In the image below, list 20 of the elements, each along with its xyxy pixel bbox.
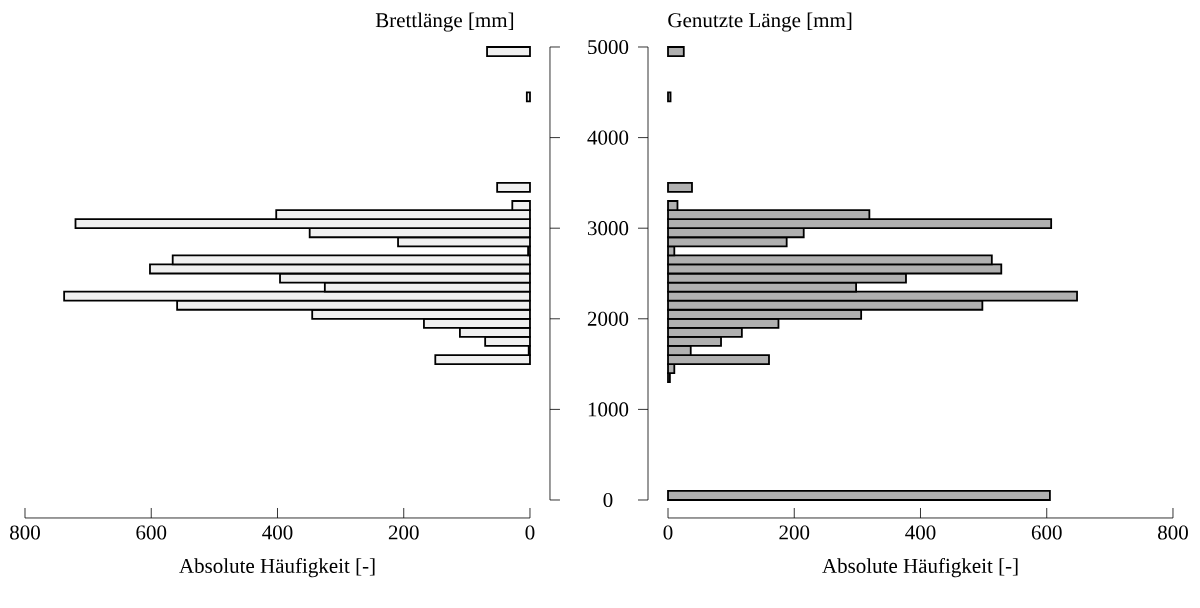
x-tick-label: 0: [663, 525, 673, 540]
x-tick-label: 400: [905, 525, 936, 540]
x-tick-label: 400: [262, 525, 293, 540]
x-tick-label: 800: [10, 525, 40, 540]
y-tick-label: 0: [603, 492, 613, 508]
y-tick-label: 5000: [588, 39, 629, 55]
x-tick-label: 0: [525, 525, 535, 540]
y-tick-label: 2000: [587, 311, 629, 326]
x-tick-label: 200: [779, 525, 810, 540]
x-tick-label: 600: [136, 525, 167, 540]
y-axis-title: Brettlänge [mm]: [375, 12, 514, 32]
y-tick-label: 4000: [587, 130, 629, 145]
x-tick-label: 200: [388, 525, 419, 540]
y-tick-label: 1000: [588, 402, 629, 417]
x-tick-label: 600: [1031, 525, 1062, 540]
y-tick-label: 3000: [587, 221, 629, 236]
x-tick-label: 800: [1158, 525, 1188, 540]
y-axis-title: Genutzte Länge [mm]: [668, 12, 852, 32]
x-axis-title: Absolute Häufigkeit [-]: [179, 557, 375, 578]
x-axis-title: Absolute Häufigkeit [-]: [822, 557, 1018, 578]
